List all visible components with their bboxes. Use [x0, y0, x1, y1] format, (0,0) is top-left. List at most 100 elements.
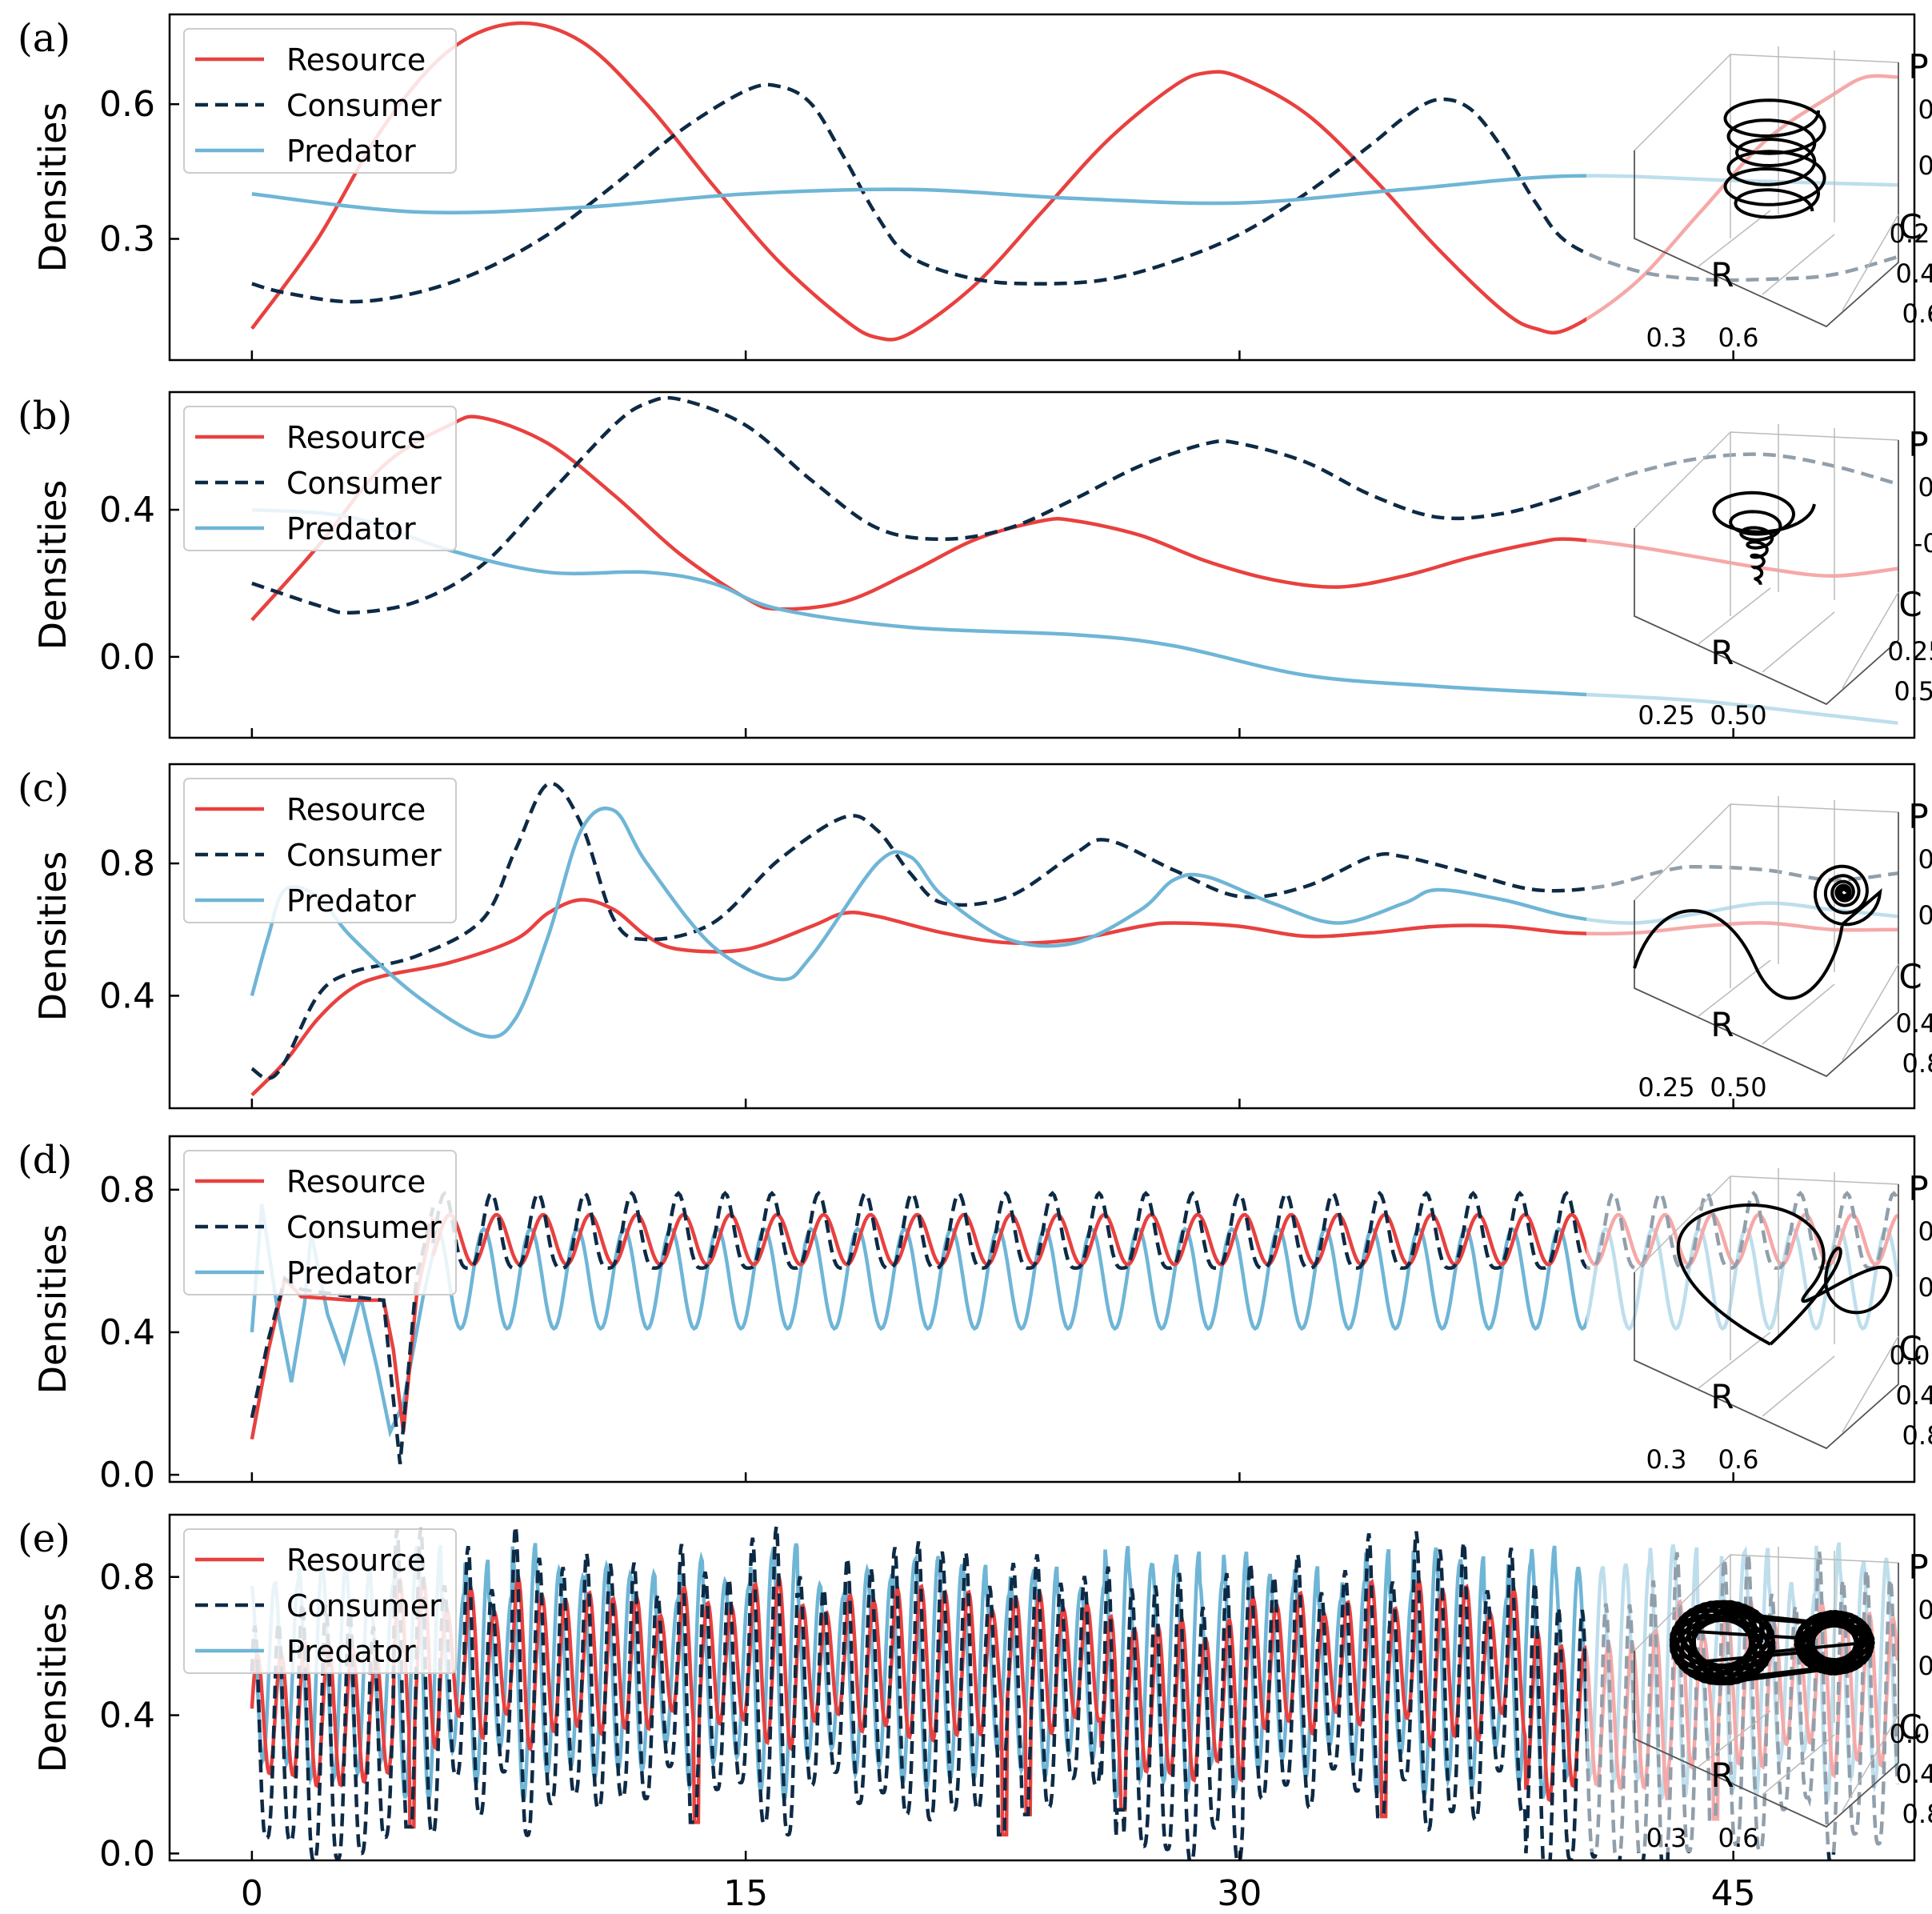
inset-grid-floor: [1698, 1710, 1899, 1812]
panel-e: RCP0.30.60.80.40.00.80.40.00.40.80153045…: [18, 1513, 1932, 1914]
inset-z-tick: 0.4: [1918, 900, 1932, 931]
inset-grid-lines: [1778, 1168, 1835, 1344]
inset-veil: [1586, 1539, 1898, 1852]
legend-box: [183, 1150, 457, 1295]
inset-y-tick: 0.0: [1890, 1719, 1930, 1749]
y-tick-label: 0.8: [99, 1170, 155, 1211]
legend-label-predator: Predator: [286, 511, 416, 547]
y-tick-label: 0.4: [99, 490, 155, 531]
y-axis-label: Densities: [31, 102, 74, 273]
panel-c: RCP0.250.500.80.40.80.40.40.8Densities(c…: [18, 763, 1932, 1110]
y-tick-label: 0.3: [99, 219, 155, 260]
inset-z-tick: 0.4: [1918, 1651, 1932, 1681]
inset-grid-lines: [1778, 46, 1835, 222]
y-tick-label: 0.0: [99, 637, 155, 678]
y-tick-label: 0.0: [99, 1833, 155, 1874]
y-axis-label: Densities: [31, 1603, 74, 1773]
legend-label-resource: Resource: [286, 1543, 426, 1578]
inset-y-tick: 0.6: [1902, 298, 1932, 329]
series-line-predator: [250, 806, 1898, 1039]
inset-veil: [1586, 416, 1898, 730]
inset-x-tick: 0.6: [1718, 322, 1759, 353]
inset-axis-label-p: P: [1908, 425, 1928, 464]
inset-z-tick: 0.4: [1918, 150, 1932, 181]
x-tick-label: 15: [723, 1873, 768, 1914]
legend-label-consumer: Consumer: [286, 88, 442, 123]
inset-z-tick: 0.8: [1918, 844, 1932, 875]
inset-y-tick: 0.2: [1890, 218, 1930, 249]
panel-d: RCP0.30.60.80.40.00.80.40.00.40.8Densiti…: [18, 1135, 1932, 1496]
legend-box: [183, 778, 457, 923]
legend-label-predator: Predator: [286, 883, 416, 919]
inset-grid-lines: [1778, 1547, 1835, 1723]
inset-axis-label-r: R: [1710, 1005, 1734, 1044]
inset-y-tick: 0.8: [1902, 1048, 1932, 1079]
legend-box: [183, 406, 457, 551]
inset-trajectory: [1633, 864, 1882, 1000]
legend: Resource Consumer Predator: [183, 1528, 457, 1674]
legend-box: [183, 1528, 457, 1674]
legend-label-resource: Resource: [286, 420, 426, 455]
legend-label-resource: Resource: [286, 42, 426, 78]
y-axis-label: Densities: [31, 480, 74, 651]
panel-b: R C P 0.25 0.50 0.50 0.25 0.0 -0.6 0.0 0.4 Densitie…: [18, 390, 1932, 739]
y-axis-label: Densities: [31, 1224, 74, 1395]
y-tick-label: 0.4: [99, 975, 155, 1016]
inset-y-tick: 0.25: [1887, 636, 1932, 667]
inset-grid-lines: [1778, 424, 1835, 600]
inset-veil: [1586, 1160, 1898, 1474]
inset-grid-back: [1634, 1554, 1899, 1739]
inset-axis-label-p: P: [1908, 1169, 1928, 1208]
inset-axes: [1634, 440, 1899, 706]
inset-x-tick: 0.6: [1718, 1823, 1759, 1853]
inset-axis-label-p: P: [1908, 47, 1928, 86]
inset-grid-back: [1634, 803, 1899, 988]
series-line-consumer: [430, 1191, 1900, 1271]
legend: Resource Consumer Predator: [183, 778, 457, 923]
inset-axis-label-p: P: [1908, 797, 1928, 836]
legend-label-predator: Predator: [286, 134, 416, 169]
legend-label-resource: Resource: [286, 1164, 426, 1199]
axes-frame: [168, 13, 1916, 362]
inset-z-tick: 0.0: [1918, 472, 1932, 503]
inset-grid-floor: [1698, 587, 1899, 689]
axes-frame: [168, 1135, 1916, 1484]
x-tick-label: 30: [1217, 1873, 1262, 1914]
inset-trajectory: [1676, 1203, 1893, 1346]
inset-axis-label-c: C: [1898, 585, 1922, 624]
series-transient-consumer: [250, 1207, 435, 1464]
legend: Resource Consumer Predator: [183, 1150, 457, 1295]
legend: Resource Consumer Predator: [183, 28, 457, 174]
inset-grid-floor: [1698, 210, 1899, 311]
series-line-consumer: [251, 395, 1899, 615]
inset-trajectory: [1669, 1600, 1875, 1686]
legend-label-consumer: Consumer: [286, 838, 442, 873]
inset-x-tick: 0.25: [1638, 700, 1694, 731]
panel-label: (e): [18, 1516, 70, 1561]
inset-axis-label-r: R: [1710, 255, 1734, 294]
axes-frame: [168, 390, 1916, 739]
x-tick-label: 45: [1711, 1873, 1756, 1914]
inset-x-tick: 0.3: [1646, 322, 1687, 353]
inset-x-tick: 0.50: [1710, 1072, 1766, 1103]
inset-axis-label-r: R: [1710, 1377, 1734, 1416]
y-tick-label: 0.4: [99, 1696, 155, 1736]
inset-z-tick: 0.4: [1918, 1272, 1932, 1303]
inset-x-tick: 0.25: [1638, 1072, 1694, 1103]
x-tick-label: 0: [241, 1873, 263, 1914]
legend-box: [183, 28, 457, 174]
inset-x-tick: 0.3: [1646, 1823, 1687, 1853]
y-tick-label: 0.0: [99, 1455, 155, 1496]
inset-y-tick: 0.50: [1894, 676, 1932, 707]
panel-a: RCP0.30.60.60.40.20.50.40.30.6Densities(…: [18, 13, 1932, 362]
inset-x-tick: 0.3: [1646, 1444, 1687, 1475]
axes-frame: [168, 763, 1916, 1110]
inset-axes: [1634, 1563, 1899, 1828]
inset-grid-floor: [1698, 1331, 1899, 1433]
series-line-resource: [250, 898, 1898, 1097]
